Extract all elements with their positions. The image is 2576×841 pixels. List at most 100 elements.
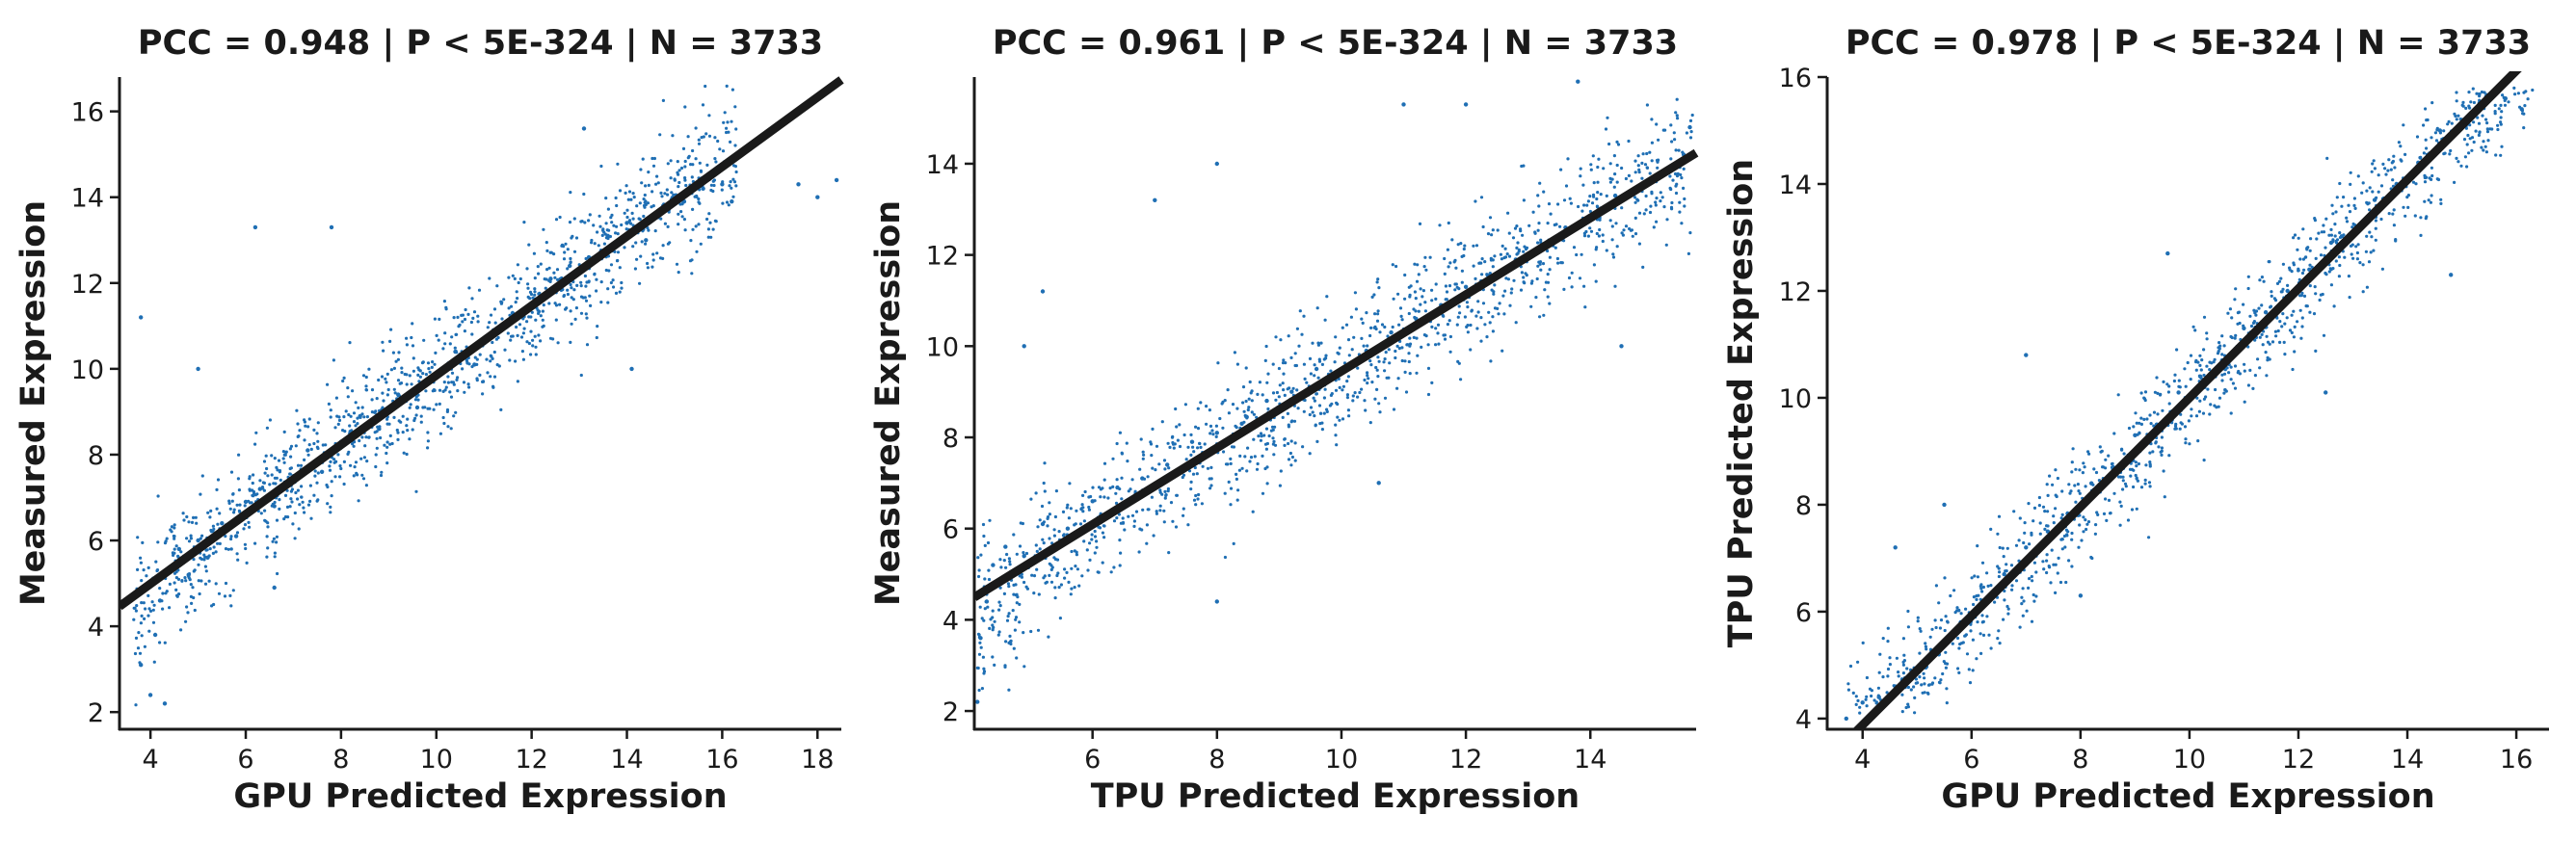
background-point xyxy=(1902,653,1906,657)
background-point xyxy=(2233,364,2238,368)
data-point xyxy=(329,224,334,230)
background-point xyxy=(1476,300,1480,303)
background-point xyxy=(158,641,162,644)
background-point xyxy=(435,403,438,407)
background-point xyxy=(1172,442,1176,446)
background-point xyxy=(185,605,189,609)
background-point xyxy=(1914,677,1918,681)
background-point xyxy=(2453,180,2456,184)
background-point xyxy=(212,545,216,549)
background-point xyxy=(2293,233,2297,237)
background-point xyxy=(346,395,350,399)
background-point xyxy=(1048,537,1051,540)
background-point xyxy=(1555,256,1559,261)
background-point xyxy=(1174,525,1179,529)
background-point xyxy=(2233,336,2237,340)
background-point xyxy=(1469,348,1473,352)
background-point xyxy=(1672,131,1676,135)
background-point xyxy=(2270,294,2273,298)
background-point xyxy=(1138,467,1142,471)
background-point xyxy=(1447,265,1450,269)
background-point xyxy=(1876,686,1880,690)
background-point xyxy=(725,84,729,88)
background-point xyxy=(646,266,651,270)
background-point xyxy=(2299,336,2303,340)
background-point xyxy=(525,320,529,324)
background-point xyxy=(1282,388,1286,392)
background-point xyxy=(579,220,583,223)
background-point xyxy=(1151,427,1155,431)
background-point xyxy=(405,424,409,428)
background-point xyxy=(1925,647,1928,651)
background-point xyxy=(2253,338,2257,342)
background-point xyxy=(1918,675,1922,679)
background-point xyxy=(698,161,702,165)
background-point xyxy=(1465,301,1469,304)
background-point xyxy=(2296,320,2299,324)
y-tick-label: 6 xyxy=(1795,598,1812,628)
background-point xyxy=(2086,450,2090,454)
background-point xyxy=(2292,335,2296,339)
background-point xyxy=(2465,165,2469,169)
background-point xyxy=(1570,285,1574,289)
background-point xyxy=(374,453,378,457)
background-point xyxy=(1944,615,1948,618)
background-point xyxy=(638,201,642,205)
background-point xyxy=(315,445,319,449)
background-point xyxy=(1325,295,1329,299)
background-point xyxy=(2108,512,2112,515)
background-point xyxy=(2364,250,2368,253)
background-point xyxy=(1115,516,1119,520)
background-point xyxy=(1445,290,1449,294)
background-point xyxy=(338,475,342,479)
background-point xyxy=(558,215,562,220)
background-point xyxy=(2233,386,2238,390)
background-point xyxy=(2296,248,2299,251)
background-point xyxy=(1296,407,1300,410)
background-point xyxy=(295,408,299,412)
background-point xyxy=(403,372,407,377)
background-point xyxy=(1329,369,1333,373)
background-point xyxy=(396,437,400,441)
background-point xyxy=(526,295,530,299)
background-point xyxy=(1287,334,1290,338)
y-tick-label: 14 xyxy=(71,184,104,214)
background-point xyxy=(1874,701,1878,705)
data-point xyxy=(975,699,980,704)
background-point xyxy=(197,579,200,583)
background-point xyxy=(1281,381,1285,385)
background-point xyxy=(1640,176,1644,180)
background-point xyxy=(418,375,422,379)
background-point xyxy=(2274,334,2278,338)
background-point xyxy=(1930,627,1934,631)
background-point xyxy=(2425,118,2429,122)
background-point xyxy=(1690,113,1694,118)
background-point xyxy=(176,554,180,559)
background-point xyxy=(2361,263,2365,267)
background-point xyxy=(679,166,684,171)
background-point xyxy=(1093,551,1097,555)
background-point xyxy=(1916,619,1920,623)
background-point xyxy=(1399,314,1403,318)
background-point xyxy=(1985,615,1989,618)
background-point xyxy=(1578,276,1582,280)
background-point xyxy=(2486,139,2490,143)
background-point xyxy=(1102,478,1106,482)
background-point xyxy=(1377,402,1381,406)
background-point xyxy=(2269,304,2273,308)
background-point xyxy=(254,431,258,434)
background-point xyxy=(1517,250,1521,253)
background-point xyxy=(235,531,240,535)
background-point xyxy=(1407,285,1411,289)
data-point xyxy=(162,701,168,706)
background-point xyxy=(486,371,490,375)
background-point xyxy=(2310,265,2314,269)
background-point xyxy=(394,359,398,363)
y-tick-label: 2 xyxy=(943,697,959,727)
background-point xyxy=(183,576,187,580)
background-point xyxy=(1605,249,1608,252)
background-point xyxy=(1645,103,1649,107)
background-point xyxy=(1680,176,1684,180)
background-point xyxy=(1642,212,1646,216)
background-point xyxy=(312,428,316,432)
